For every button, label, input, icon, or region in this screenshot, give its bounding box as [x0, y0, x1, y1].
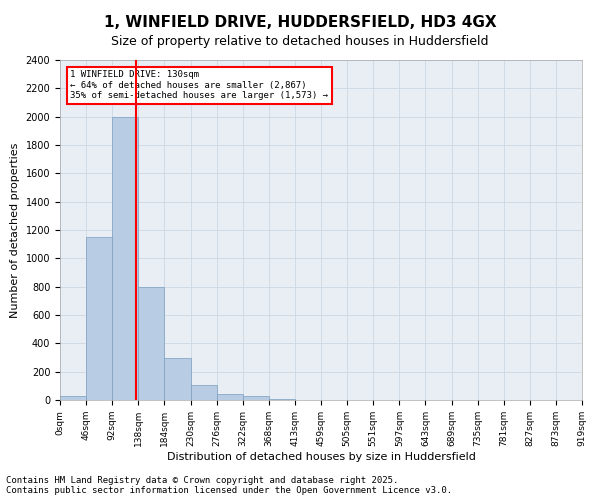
Text: Size of property relative to detached houses in Huddersfield: Size of property relative to detached ho…	[111, 35, 489, 48]
Bar	[139, 286, 164, 400]
Bar	[269, 398, 295, 400]
Bar	[112, 116, 139, 400]
Bar	[86, 237, 112, 400]
Bar	[217, 394, 243, 400]
Text: 1 WINFIELD DRIVE: 130sqm
← 64% of detached houses are smaller (2,867)
35% of sem: 1 WINFIELD DRIVE: 130sqm ← 64% of detach…	[70, 70, 328, 100]
Bar	[243, 396, 269, 400]
Text: 1, WINFIELD DRIVE, HUDDERSFIELD, HD3 4GX: 1, WINFIELD DRIVE, HUDDERSFIELD, HD3 4GX	[104, 15, 496, 30]
Y-axis label: Number of detached properties: Number of detached properties	[10, 142, 20, 318]
Bar	[191, 385, 217, 400]
Bar	[60, 396, 86, 400]
X-axis label: Distribution of detached houses by size in Huddersfield: Distribution of detached houses by size …	[167, 452, 475, 462]
Text: Contains HM Land Registry data © Crown copyright and database right 2025.
Contai: Contains HM Land Registry data © Crown c…	[6, 476, 452, 495]
Bar	[164, 358, 191, 400]
